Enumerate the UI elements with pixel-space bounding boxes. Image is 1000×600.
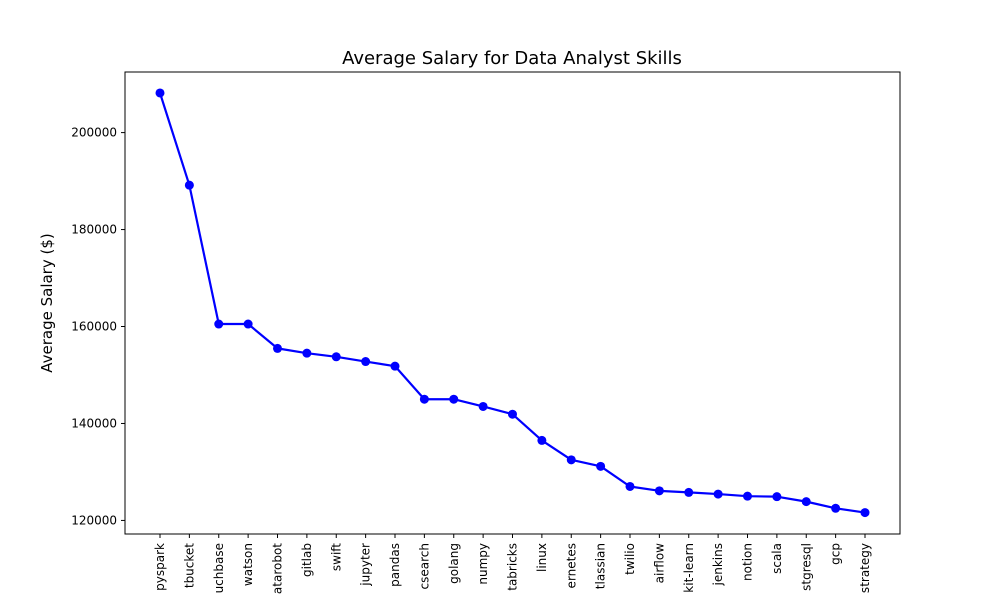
data-point — [860, 508, 870, 518]
x-tick-label: gitlab — [300, 543, 314, 577]
x-tick-label: atarobot — [271, 543, 285, 594]
chart-title: Average Salary for Data Analyst Skills — [342, 48, 682, 69]
data-point — [331, 352, 341, 362]
x-tick-label: pyspark — [153, 543, 167, 591]
data-point — [419, 394, 429, 404]
y-tick-label: 120000 — [71, 513, 117, 527]
x-tick-label: jenkins — [711, 543, 725, 586]
y-tick-label: 140000 — [71, 416, 117, 430]
data-point — [155, 88, 165, 98]
y-axis: 120000 140000 160000 180000 200000 — [71, 126, 125, 527]
data-point — [743, 491, 752, 501]
y-tick-label: 200000 — [71, 126, 117, 140]
data-point — [684, 487, 694, 497]
data-point — [184, 180, 194, 190]
x-tick-label: ernetes — [564, 543, 578, 588]
data-point — [654, 486, 664, 496]
x-tick-label: airflow — [652, 543, 666, 584]
data-point — [537, 435, 547, 445]
x-tick-label: kit-learn — [682, 543, 696, 593]
x-tick-label: twilio — [623, 543, 637, 575]
series-group — [155, 88, 870, 518]
x-tick-label: watson — [241, 543, 255, 586]
x-tick-label: linux — [535, 543, 549, 572]
y-axis-label: Average Salary ($) — [38, 233, 56, 373]
y-tick-label: 180000 — [71, 223, 117, 237]
data-point — [625, 481, 635, 491]
series-line — [158, 92, 866, 514]
x-tick-label: scala — [770, 543, 784, 574]
x-tick-label: jupyter — [359, 543, 373, 587]
x-tick-label: gcp — [829, 543, 843, 565]
data-point — [273, 343, 282, 353]
data-point — [214, 319, 224, 329]
x-tick-label: strategy — [858, 543, 872, 593]
data-point — [449, 394, 459, 404]
data-point — [801, 497, 811, 507]
data-point — [596, 461, 606, 471]
data-point — [361, 357, 371, 367]
x-axis: pyspark tbucket uchbase watson atarobot gitla… — [153, 534, 872, 594]
x-tick-label: notion — [741, 543, 755, 581]
data-point — [772, 492, 782, 502]
x-tick-label: stgresql — [799, 543, 813, 591]
data-point — [566, 455, 576, 465]
data-point — [831, 503, 841, 513]
x-tick-label: tlassian — [594, 543, 608, 589]
data-point — [508, 409, 517, 419]
plot-area-frame — [124, 71, 901, 535]
data-point — [713, 489, 723, 499]
x-tick-label: csearch — [417, 543, 431, 589]
data-point — [478, 401, 488, 411]
x-tick-label: tbucket — [182, 543, 196, 588]
data-point — [302, 348, 312, 358]
data-point — [390, 361, 400, 371]
y-tick-label: 160000 — [71, 320, 117, 334]
x-tick-label: swift — [329, 543, 343, 571]
x-tick-label: golang — [447, 543, 461, 584]
x-tick-label: pandas — [388, 543, 402, 587]
data-point — [243, 319, 253, 329]
x-tick-label: uchbase — [212, 543, 226, 593]
x-tick-label: numpy — [476, 543, 490, 585]
x-tick-label: tabricks — [506, 543, 520, 591]
